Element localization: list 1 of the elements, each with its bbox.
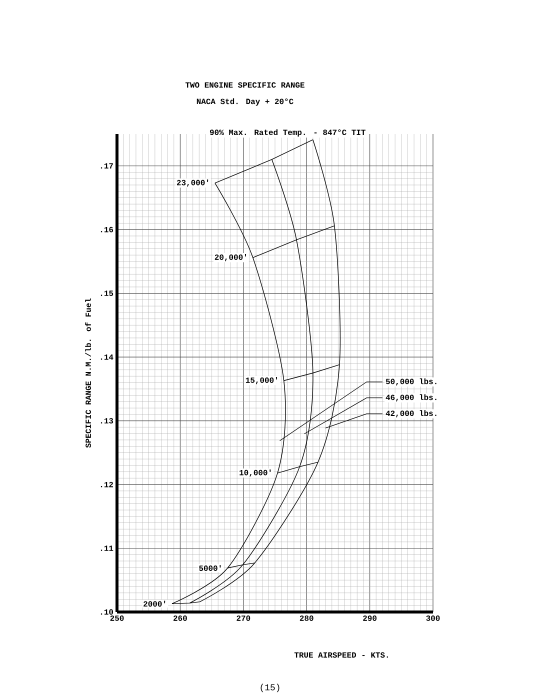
- text: (15): [260, 684, 280, 692]
